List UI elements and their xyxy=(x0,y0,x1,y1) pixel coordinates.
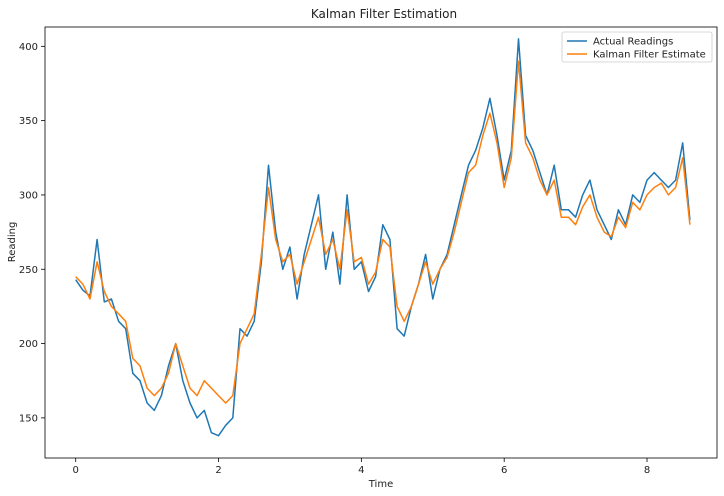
y-tick-label-4: 350 xyxy=(19,116,38,127)
x-tick-label-4: 8 xyxy=(644,465,650,476)
y-tick-label-3: 300 xyxy=(19,190,38,201)
legend-box xyxy=(561,31,713,63)
y-tick-label-5: 400 xyxy=(19,42,38,53)
plot-frame xyxy=(44,26,718,459)
legend-label-kalman: Kalman Filter Estimate xyxy=(593,50,706,61)
chart-title: Kalman Filter Estimation xyxy=(311,7,457,21)
y-axis-ticks: 150 200 250 300 350 400 xyxy=(19,42,45,424)
series-line-1 xyxy=(75,60,691,404)
x-axis-title: Time xyxy=(368,479,393,490)
legend-label-actual: Actual Readings xyxy=(593,37,673,48)
plot-area xyxy=(44,26,718,459)
legend: Actual Readings Kalman Filter Estimate xyxy=(561,31,713,63)
x-axis-ticks: 0 2 4 6 8 xyxy=(73,458,650,476)
x-tick-label-3: 6 xyxy=(501,465,507,476)
series-line-0 xyxy=(75,38,691,437)
x-tick-label-2: 4 xyxy=(358,465,364,476)
y-tick-label-1: 200 xyxy=(19,339,38,350)
series-layer xyxy=(75,38,691,437)
y-tick-label-0: 150 xyxy=(19,413,38,424)
y-tick-label-2: 250 xyxy=(19,265,38,276)
y-axis-title: Reading xyxy=(7,222,18,263)
x-tick-label-1: 2 xyxy=(215,465,221,476)
x-tick-label-0: 0 xyxy=(73,465,79,476)
